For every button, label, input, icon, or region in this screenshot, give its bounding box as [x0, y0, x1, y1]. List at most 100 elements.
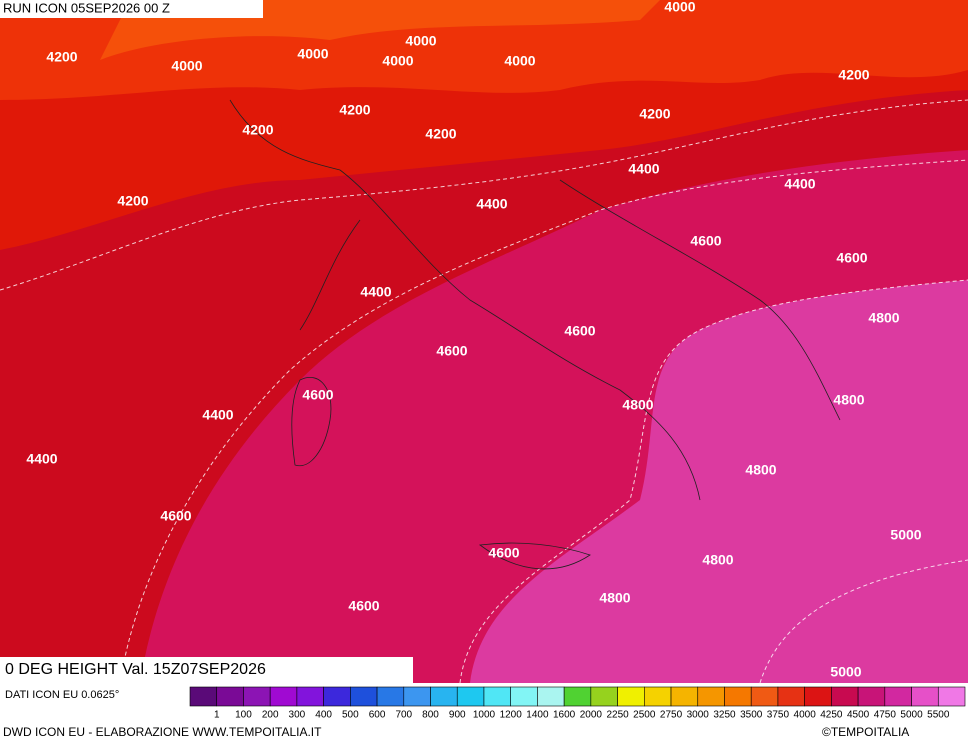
legend-label: 2750: [660, 710, 683, 721]
contour-label: 4800: [702, 552, 733, 568]
legend-label: 400: [315, 710, 332, 721]
contour-label: 4000: [297, 46, 328, 62]
legend-swatch: [323, 686, 351, 707]
contour-label: 4200: [117, 193, 148, 209]
legend-label: 2000: [580, 710, 603, 721]
legend-swatch: [697, 686, 725, 707]
legend-swatch: [831, 686, 859, 707]
legend-swatch: [430, 686, 458, 707]
legend-label: 800: [422, 710, 439, 721]
legend-label: 1600: [553, 710, 576, 721]
legend-swatch: [804, 686, 832, 707]
legend-label: 3000: [687, 710, 710, 721]
contour-label: 4800: [868, 310, 899, 326]
legend-swatch: [644, 686, 672, 707]
legend-swatch: [937, 686, 966, 707]
legend-swatch: [750, 686, 779, 707]
legend-swatch: [563, 686, 592, 707]
legend-label: 2250: [606, 710, 629, 721]
legend-label: 200: [262, 710, 279, 721]
legend-swatch: [403, 686, 431, 707]
credit-label: DWD ICON EU - ELABORAZIONE WWW.TEMPOITAL…: [3, 725, 322, 739]
contour-label: 4400: [202, 407, 233, 423]
legend-swatch: [483, 686, 511, 707]
legend-label: 3500: [740, 710, 763, 721]
legend-label: 700: [395, 710, 412, 721]
contour-label: 4800: [622, 397, 653, 413]
contour-label: 4600: [488, 545, 519, 561]
contour-label: 4000: [664, 0, 695, 15]
legend-label: 100: [235, 710, 252, 721]
contour-label: 4800: [745, 462, 776, 478]
source-label: DATI ICON EU 0.0625°: [5, 689, 119, 701]
contour-label: 4400: [628, 161, 659, 177]
legend-label: 3250: [713, 710, 736, 721]
contour-label: 5000: [830, 664, 861, 680]
contour-labels: 4200 4000 4000 4000 4000 4000 4000 4200 4200 4200…: [26, 0, 921, 680]
legend-swatch: [376, 686, 405, 707]
legend-swatch: [857, 686, 886, 707]
legend-label: 4000: [794, 710, 817, 721]
contour-label: 4200: [425, 126, 456, 142]
legend-swatch: [510, 686, 538, 707]
contour-label: 5000: [890, 527, 921, 543]
legend-label: 4250: [820, 710, 843, 721]
contour-label: 4600: [348, 598, 379, 614]
legend-swatch: [590, 686, 618, 707]
contour-label: 4600: [564, 323, 595, 339]
contour-label: 4000: [504, 53, 535, 69]
legend: 1 100 200 300 400 500 600 700 800 900 1000 1200 1400…: [189, 686, 966, 721]
contour-label: 4000: [382, 53, 413, 69]
contour-label: 4200: [242, 122, 273, 138]
legend-label: 4750: [874, 710, 897, 721]
legend-swatch: [884, 686, 912, 707]
legend-swatch: [350, 686, 378, 707]
contour-label: 4200: [639, 106, 670, 122]
contour-label: 4200: [838, 67, 869, 83]
legend-swatch: [777, 686, 805, 707]
legend-swatch: [670, 686, 699, 707]
legend-label: 300: [289, 710, 306, 721]
legend-label: 600: [369, 710, 386, 721]
contour-label: 4000: [171, 58, 202, 74]
contour-label: 4600: [302, 387, 333, 403]
legend-label: 5000: [900, 710, 923, 721]
legend-swatch: [724, 686, 752, 707]
legend-label: 1400: [526, 710, 549, 721]
legend-swatch: [617, 686, 645, 707]
legend-swatch: [216, 686, 244, 707]
contour-label: 4600: [690, 233, 721, 249]
legend-swatch: [296, 686, 324, 707]
contour-label: 4600: [836, 250, 867, 266]
copyright-label: ©TEMPOITALIA: [822, 725, 909, 739]
map-title: 0 DEG HEIGHT Val. 15Z07SEP2026: [5, 661, 266, 678]
legend-label: 1200: [500, 710, 523, 721]
legend-label: 500: [342, 710, 359, 721]
contour-label: 4400: [784, 176, 815, 192]
contour-label: 4800: [833, 392, 864, 408]
map-fields: [0, 0, 968, 684]
legend-swatch: [537, 686, 565, 707]
legend-label: 4500: [847, 710, 870, 721]
contour-label: 4200: [339, 102, 370, 118]
legend-swatch: [456, 686, 485, 707]
legend-label: 1000: [473, 710, 496, 721]
contour-label: 4800: [599, 590, 630, 606]
legend-label: 2500: [633, 710, 656, 721]
legend-swatch: [269, 686, 298, 707]
legend-label: 900: [449, 710, 466, 721]
contour-label: 4400: [26, 451, 57, 467]
run-label: RUN ICON 05SEP2026 00 Z: [3, 0, 170, 15]
legend-swatch: [189, 686, 218, 707]
legend-swatch: [911, 686, 939, 707]
contour-label: 4400: [476, 196, 507, 212]
legend-swatch: [243, 686, 271, 707]
contour-label: 4600: [436, 343, 467, 359]
legend-label: 5500: [927, 710, 950, 721]
contour-label: 4600: [160, 508, 191, 524]
contour-label: 4200: [46, 49, 77, 65]
legend-label: 1: [214, 710, 220, 721]
contour-label: 4400: [360, 284, 391, 300]
legend-label: 3750: [767, 710, 790, 721]
